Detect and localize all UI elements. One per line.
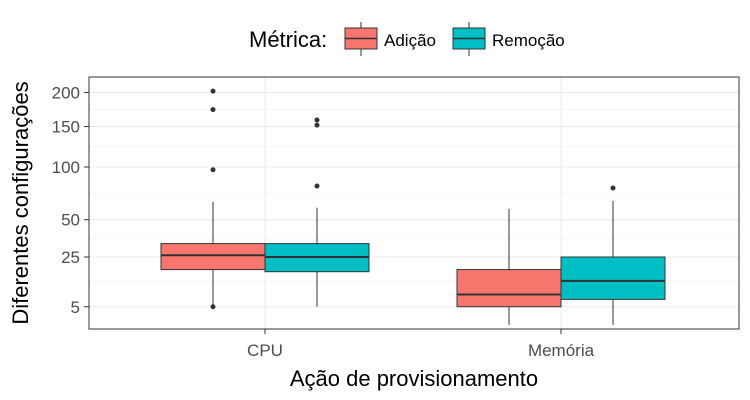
- box-iqr: [456, 269, 562, 308]
- box-series: [160, 88, 666, 325]
- box-remocao-memoria: [560, 185, 666, 325]
- y-tick-label: 25: [61, 248, 80, 267]
- x-axis: CPU Memória: [247, 329, 595, 360]
- box-iqr: [560, 256, 666, 300]
- y-tick-label: 200: [52, 83, 80, 102]
- x-axis-title: Ação de provisionamento: [290, 366, 538, 391]
- y-tick-label: 5: [71, 298, 80, 317]
- plot-panel: [88, 76, 740, 330]
- box-remocao-cpu: [264, 117, 370, 307]
- box-iqr: [160, 243, 266, 271]
- legend-label-adicao: Adição: [384, 31, 436, 50]
- y-axis: 5 25 50 100 150 200: [52, 83, 89, 317]
- y-tick-label: 100: [52, 158, 80, 177]
- outlier-point: [314, 117, 320, 123]
- outlier-point: [210, 167, 216, 173]
- y-axis-title: Diferentes configurações: [8, 81, 33, 324]
- x-tick-label: CPU: [247, 341, 283, 360]
- outlier-point: [314, 183, 320, 189]
- outlier-point: [210, 304, 216, 310]
- outlier-point: [210, 88, 216, 94]
- legend-title: Métrica:: [249, 27, 327, 52]
- y-tick-label: 150: [52, 118, 80, 137]
- legend: Métrica: Adição Remoção: [249, 22, 565, 56]
- panel-border: [88, 76, 740, 330]
- outlier-point: [610, 185, 616, 191]
- box-adicao-cpu: [160, 88, 266, 310]
- outlier-point: [210, 107, 216, 113]
- outlier-point: [314, 122, 320, 128]
- legend-key-remocao: [452, 22, 486, 56]
- y-tick-label: 50: [61, 211, 80, 230]
- box-adicao-memoria: [456, 208, 562, 325]
- legend-key-adicao: [344, 22, 378, 56]
- legend-label-remocao: Remoção: [492, 31, 565, 50]
- x-tick-label: Memória: [528, 341, 595, 360]
